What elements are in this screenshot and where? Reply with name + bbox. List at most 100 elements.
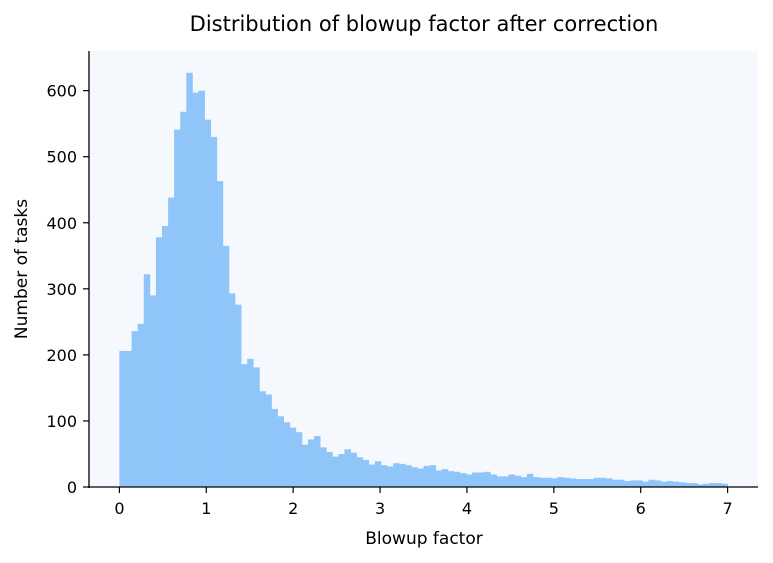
histogram-bar — [502, 476, 510, 487]
y-tick-label: 600 — [46, 82, 77, 101]
histogram-bar — [125, 350, 132, 487]
histogram-bar — [612, 479, 619, 487]
histogram-bar — [648, 479, 656, 487]
x-tick-label: 4 — [462, 499, 472, 518]
histogram-bar — [466, 474, 473, 487]
histogram-bar — [344, 449, 351, 487]
histogram-bar — [520, 477, 528, 487]
histogram-bar — [636, 480, 643, 487]
histogram-bar — [605, 478, 613, 487]
histogram-bar — [697, 484, 704, 487]
histogram-bar — [563, 477, 570, 487]
histogram-bar — [222, 245, 230, 487]
histogram-bar — [265, 394, 272, 487]
histogram-bar — [186, 72, 193, 488]
histogram-bar — [575, 479, 583, 487]
histogram-bar — [545, 477, 552, 487]
histogram-bar — [642, 481, 649, 487]
histogram-bar — [557, 477, 564, 487]
histogram-bar — [161, 226, 169, 487]
histogram-bar — [423, 465, 430, 487]
histogram-bar — [277, 416, 285, 487]
histogram-bar — [435, 470, 443, 487]
histogram-bar — [119, 350, 126, 487]
histogram-bar — [478, 472, 485, 487]
histogram-bar — [569, 478, 576, 487]
histogram-bar — [453, 471, 461, 487]
histogram-bar — [660, 481, 668, 487]
x-axis-label: Blowup factor — [365, 529, 482, 549]
histogram-bar — [192, 92, 199, 488]
histogram-bar — [709, 483, 716, 487]
histogram-bar — [441, 469, 449, 487]
histogram-bar — [131, 331, 139, 487]
x-tick-label: 1 — [201, 499, 211, 518]
histogram-bar — [703, 483, 710, 487]
histogram-bar — [216, 181, 224, 487]
histogram-bar — [429, 465, 437, 487]
histogram-bar — [314, 436, 321, 487]
histogram-bar — [691, 483, 698, 487]
histogram-bar — [350, 452, 357, 487]
histogram-bar — [624, 481, 631, 487]
histogram-bar — [417, 468, 424, 487]
histogram-bar — [307, 439, 315, 487]
histogram-bar — [234, 304, 242, 487]
histogram-bar — [539, 477, 546, 487]
histogram-bar — [514, 475, 522, 487]
histogram-bar — [532, 477, 540, 487]
histogram-bar — [228, 293, 236, 487]
histogram-bar — [630, 480, 637, 487]
histogram-bar — [143, 274, 151, 487]
histogram-bar — [447, 471, 455, 487]
histogram-bar — [368, 464, 376, 487]
y-tick-label: 100 — [46, 412, 77, 431]
histogram-bar — [259, 391, 266, 487]
histogram-bar — [362, 459, 370, 487]
x-tick-label: 5 — [549, 499, 559, 518]
histogram-bar — [399, 463, 406, 487]
histogram-bar — [666, 481, 674, 487]
histogram-bar — [380, 465, 388, 487]
y-tick-label: 300 — [46, 280, 77, 299]
x-tick-label: 6 — [636, 499, 646, 518]
bars-group — [119, 72, 728, 488]
histogram-bar — [526, 473, 534, 487]
histogram-bar — [174, 129, 181, 487]
histogram-bar — [587, 479, 595, 487]
histogram-bar — [374, 461, 382, 487]
histogram-bar — [654, 480, 662, 487]
histogram-bar — [332, 456, 339, 487]
y-tick-label: 400 — [46, 214, 77, 233]
histogram-bar — [338, 453, 345, 487]
histogram-bar — [685, 483, 692, 487]
histogram-bar — [271, 409, 278, 487]
x-tick-label: 3 — [375, 499, 385, 518]
histogram-bar — [168, 197, 175, 487]
histogram-bar — [137, 323, 145, 487]
histogram-bar — [180, 111, 187, 487]
histogram-bar — [289, 427, 297, 487]
histogram-bar — [490, 474, 497, 487]
histogram-bar — [411, 467, 418, 487]
histogram-bar — [356, 457, 364, 487]
histogram-bar — [593, 477, 601, 487]
x-tick-label: 2 — [288, 499, 298, 518]
histogram-bar — [253, 367, 260, 487]
histogram-bar — [155, 237, 163, 487]
histogram-bar — [393, 463, 400, 487]
histogram-bar — [721, 483, 728, 487]
histogram-bar — [198, 90, 205, 488]
histogram-bar — [472, 472, 479, 487]
histogram-bar — [715, 483, 722, 487]
histogram-bar — [405, 465, 412, 487]
histogram-bar — [283, 422, 291, 487]
x-tick-label: 7 — [722, 499, 732, 518]
chart-title: Distribution of blowup factor after corr… — [190, 12, 659, 36]
histogram-bar — [301, 444, 309, 487]
y-ticks: 0 100 200 300 400 500 600 — [46, 82, 89, 497]
x-ticks: 0 1 2 3 4 5 6 7 — [114, 487, 733, 518]
histogram-bar — [459, 473, 467, 487]
histogram-bar — [149, 295, 157, 487]
